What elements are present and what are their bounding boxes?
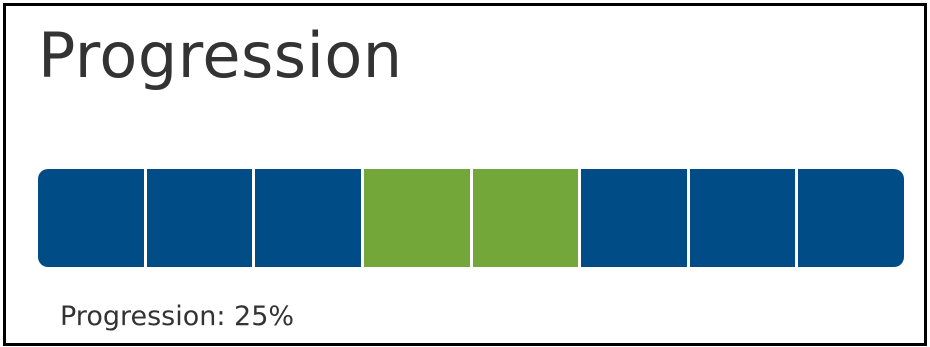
progress-segment xyxy=(146,169,253,267)
progress-segment xyxy=(581,169,687,267)
progress-segment xyxy=(689,169,796,267)
progress-segment xyxy=(798,169,904,267)
progression-panel: Progression Progression: 25% xyxy=(3,3,927,346)
progress-caption: Progression: 25% xyxy=(60,301,295,332)
progress-bar xyxy=(38,169,904,267)
progress-segment-current xyxy=(363,169,470,267)
panel-title: Progression xyxy=(38,19,403,92)
progress-segment xyxy=(38,169,144,267)
progress-segment-current xyxy=(472,169,579,267)
progress-segment xyxy=(255,169,361,267)
